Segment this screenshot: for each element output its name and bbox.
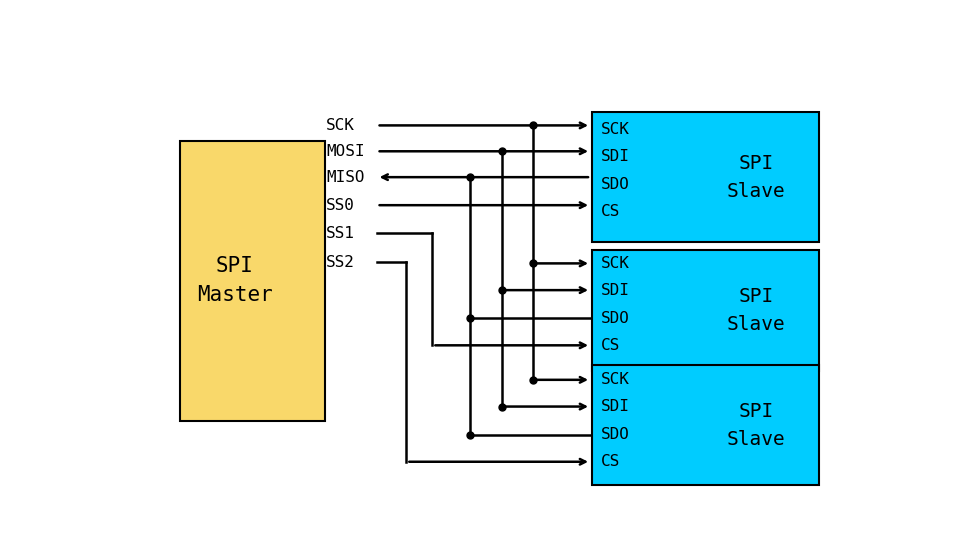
Text: MOSI: MOSI [326,144,365,159]
Bar [592,250,820,371]
Bar [592,113,820,242]
Bar [180,141,324,421]
Text: SPI
Slave: SPI Slave [727,402,785,449]
Text: CS: CS [601,454,620,469]
Text: SS0: SS0 [326,198,355,213]
Text: SCK: SCK [601,256,630,271]
Text: SPI
Slave: SPI Slave [727,153,785,200]
Text: SPI
Slave: SPI Slave [727,287,785,334]
Text: SCK: SCK [326,118,355,133]
Text: SDO: SDO [601,177,630,192]
Text: SCK: SCK [601,122,630,137]
Text: SS1: SS1 [326,226,355,241]
Bar [592,365,820,486]
Text: SDI: SDI [601,283,630,297]
Text: CS: CS [601,204,620,219]
Text: SDO: SDO [601,311,630,326]
Text: SS2: SS2 [326,255,355,269]
Text: SDI: SDI [601,149,630,164]
Text: SDO: SDO [601,427,630,442]
Text: SDI: SDI [601,399,630,414]
Text: CS: CS [601,338,620,353]
Text: SCK: SCK [601,372,630,388]
Text: MISO: MISO [326,170,365,185]
Text: SPI
Master: SPI Master [197,256,273,305]
